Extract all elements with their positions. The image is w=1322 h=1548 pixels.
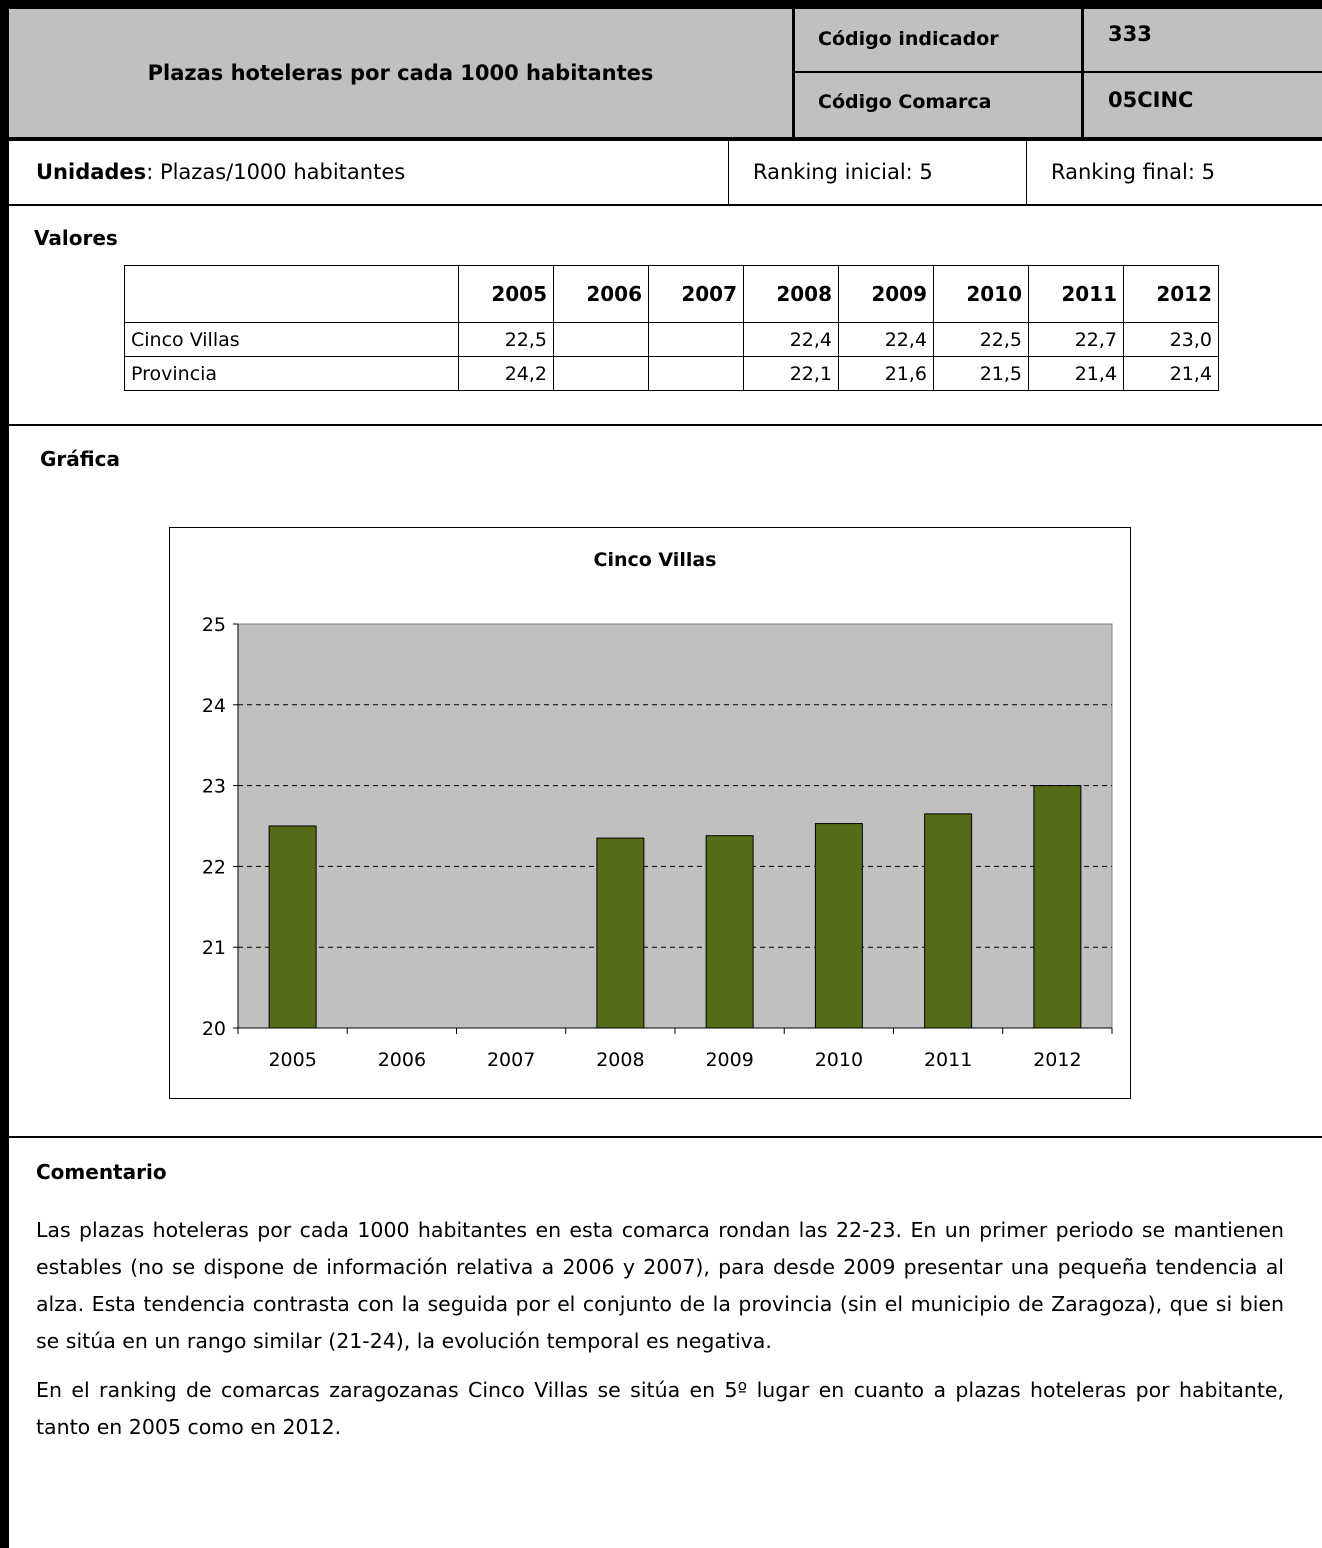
ranking-final: Ranking final: 5	[1051, 160, 1215, 184]
table-row: Cinco Villas 22,5 22,4 22,4 22,5 22,7 23…	[124, 322, 1219, 357]
ranking-initial: Ranking inicial: 5	[753, 160, 933, 184]
header-divider	[792, 9, 795, 137]
comment-paragraph: En el ranking de comarcas zaragozanas Ci…	[36, 1378, 1284, 1439]
table-header-cell	[124, 265, 459, 323]
units-label: Unidades	[36, 160, 147, 184]
units-divider	[728, 141, 729, 205]
table-cell	[553, 356, 649, 391]
comarca-code-value: 05CINC	[1108, 88, 1194, 112]
plot-area	[237, 623, 1113, 1029]
header-divider	[795, 71, 1322, 73]
row-name: Provincia	[124, 356, 459, 391]
table-cell: 22,4	[838, 322, 934, 357]
comment-text: Las plazas hoteleras por cada 1000 habit…	[36, 1212, 1284, 1458]
table-row: Provincia 24,2 22,1 21,6 21,5 21,4 21,4	[124, 356, 1219, 391]
table-cell: 21,4	[1028, 356, 1124, 391]
year-header: 2007	[648, 265, 744, 323]
chart-container: Cinco Villas 20 21 22 23 24 25 2005 2006 2007 2008…	[169, 527, 1131, 1099]
bar	[268, 825, 317, 1029]
table-cell: 23,0	[1123, 322, 1219, 357]
values-table: 2005 2006 2007 2008 2009 2010 2011 2012 …	[124, 265, 1219, 391]
y-tick-label: 25	[202, 614, 226, 636]
units-bottom-border	[9, 204, 1322, 206]
x-tick-label: 2008	[596, 1049, 644, 1071]
table-cell: 22,5	[933, 322, 1029, 357]
y-tick-label: 22	[202, 856, 226, 878]
year-header: 2012	[1123, 265, 1219, 323]
comarca-code-label: Código Comarca	[818, 91, 992, 113]
indicator-code-label: Código indicador	[818, 28, 999, 50]
comment-section-title: Comentario	[36, 1160, 167, 1184]
table-cell	[648, 322, 744, 357]
bar	[596, 837, 645, 1029]
comment-paragraph: Las plazas hoteleras por cada 1000 habit…	[36, 1218, 1284, 1353]
table-cell: 22,7	[1028, 322, 1124, 357]
table-cell: 22,5	[458, 322, 554, 357]
y-tick-label: 23	[202, 776, 226, 798]
bar	[814, 823, 863, 1029]
units-value: : Plazas/1000 habitantes	[146, 160, 406, 184]
header-bottom-border	[0, 137, 1322, 141]
table-header-row: 2005 2006 2007 2008 2009 2010 2011 2012	[124, 265, 1219, 323]
table-cell: 22,4	[743, 322, 839, 357]
table-cell: 22,1	[743, 356, 839, 391]
values-section-title: Valores	[34, 226, 118, 250]
x-tick-label: 2012	[1033, 1049, 1081, 1071]
year-header: 2008	[743, 265, 839, 323]
bar-chart: Cinco Villas 20 21 22 23 24 25 2005 2006 2007 2008…	[202, 549, 1113, 1071]
indicator-code-value: 333	[1108, 22, 1152, 46]
x-tick-label: 2009	[705, 1049, 753, 1071]
table-cell	[648, 356, 744, 391]
table-cell: 21,5	[933, 356, 1029, 391]
header-divider	[1081, 9, 1084, 137]
year-header: 2011	[1028, 265, 1124, 323]
section-divider	[9, 1136, 1322, 1138]
page-border-top	[0, 0, 1322, 9]
table-cell: 24,2	[458, 356, 554, 391]
y-tick-label: 24	[202, 695, 226, 717]
row-name: Cinco Villas	[124, 322, 459, 357]
bar	[1033, 785, 1082, 1029]
page-border-left	[0, 0, 9, 1548]
indicator-title: Plazas hoteleras por cada 1000 habitante…	[147, 61, 654, 85]
chart-title: Cinco Villas	[594, 549, 717, 571]
section-divider	[9, 424, 1322, 426]
table-cell	[553, 322, 649, 357]
x-tick-label: 2006	[378, 1049, 426, 1071]
x-tick-label: 2005	[268, 1049, 316, 1071]
chart-section-title: Gráfica	[40, 447, 120, 471]
table-cell: 21,4	[1123, 356, 1219, 391]
y-tick-label: 20	[202, 1018, 226, 1040]
units-field: Unidades: Plazas/1000 habitantes	[36, 160, 405, 184]
indicator-header	[9, 9, 1322, 137]
year-header: 2009	[838, 265, 934, 323]
year-header: 2005	[458, 265, 554, 323]
x-tick-label: 2010	[815, 1049, 863, 1071]
x-tick-label: 2011	[924, 1049, 972, 1071]
bar	[924, 813, 973, 1029]
year-header: 2006	[553, 265, 649, 323]
y-tick-label: 21	[202, 937, 226, 959]
year-header: 2010	[933, 265, 1029, 323]
units-divider	[1026, 141, 1027, 205]
table-cell: 21,6	[838, 356, 934, 391]
x-tick-label: 2007	[487, 1049, 535, 1071]
bar	[705, 835, 754, 1029]
